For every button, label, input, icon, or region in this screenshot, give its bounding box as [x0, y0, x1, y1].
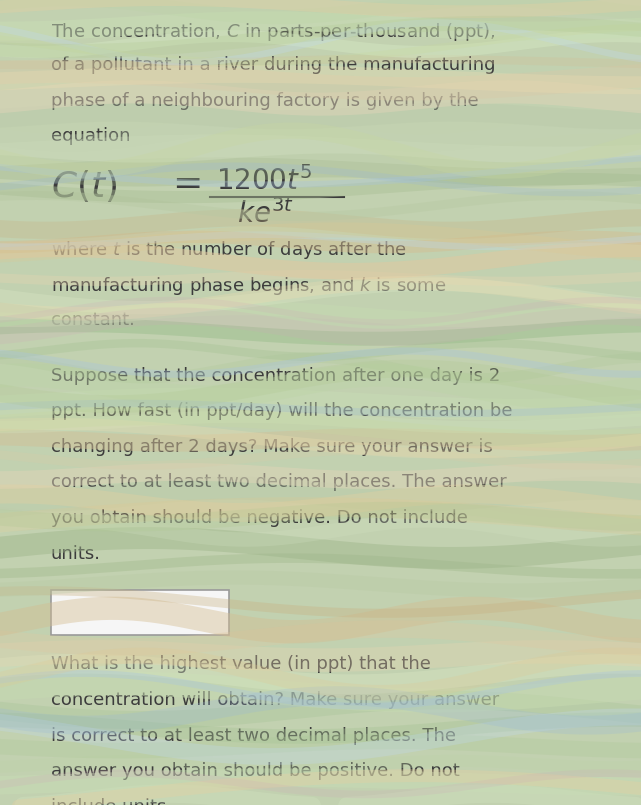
Text: Suppose that the concentration after one day is 2: Suppose that the concentration after one…: [51, 367, 500, 385]
Text: is correct to at least two decimal places. The: is correct to at least two decimal place…: [51, 727, 456, 745]
Text: of a pollutant in a river during the manufacturing: of a pollutant in a river during the man…: [51, 56, 495, 74]
Text: $1200t^5$: $1200t^5$: [217, 167, 313, 196]
Text: $C(t)$: $C(t)$: [51, 168, 117, 204]
Text: changing after 2 days? Make sure your answer is: changing after 2 days? Make sure your an…: [51, 438, 493, 456]
Text: What is the highest value (in ppt) that the: What is the highest value (in ppt) that …: [51, 655, 431, 673]
Text: concentration will obtain? Make sure your answer: concentration will obtain? Make sure you…: [51, 691, 499, 709]
FancyBboxPatch shape: [51, 590, 229, 635]
Text: $=$: $=$: [165, 165, 201, 199]
Text: equation: equation: [51, 127, 130, 145]
Text: you obtain should be negative. Do not include: you obtain should be negative. Do not in…: [51, 509, 468, 527]
Text: units.: units.: [51, 544, 101, 563]
Text: The concentration, $C$ in parts-per-thousand (ppt),: The concentration, $C$ in parts-per-thou…: [51, 20, 495, 43]
Text: where $t$ is the number of days after the: where $t$ is the number of days after th…: [51, 239, 407, 262]
Text: phase of a neighbouring factory is given by the: phase of a neighbouring factory is given…: [51, 92, 479, 109]
Text: constant.: constant.: [51, 311, 135, 328]
Text: include units.: include units.: [51, 798, 172, 805]
Text: $ke^{3t}$: $ke^{3t}$: [237, 199, 294, 229]
Text: ppt. How fast (in ppt/day) will the concentration be: ppt. How fast (in ppt/day) will the conc…: [51, 402, 512, 420]
Text: correct to at least two decimal places. The answer: correct to at least two decimal places. …: [51, 473, 506, 491]
Text: answer you obtain should be positive. Do not: answer you obtain should be positive. Do…: [51, 762, 460, 780]
Text: manufacturing phase begins, and $k$ is some: manufacturing phase begins, and $k$ is s…: [51, 275, 446, 297]
